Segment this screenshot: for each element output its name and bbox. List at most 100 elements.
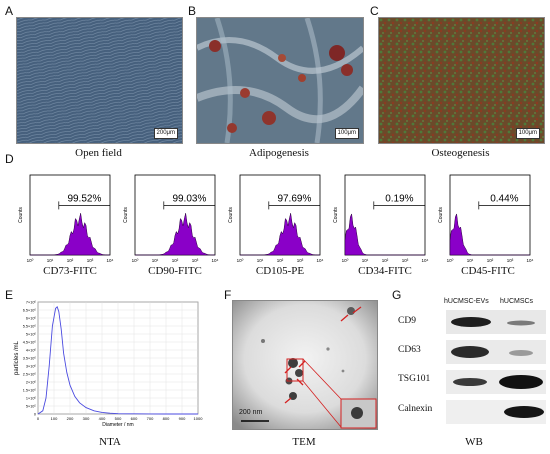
flow-percent-4: 0.44% bbox=[490, 193, 518, 204]
nta-ytick-14: 7×10⁶ bbox=[26, 301, 37, 305]
wb-bands bbox=[446, 310, 546, 424]
western-blot: hUCMSC-EVs hUCMSCs CD9 CD63 TSG101 Calne… bbox=[392, 292, 548, 432]
flow-xtick-0-2: 10² bbox=[67, 258, 74, 263]
flow-percent-2: 97.69% bbox=[277, 193, 311, 204]
panel-label-e: E bbox=[5, 288, 14, 302]
nta-ytick-5: 2.5×10⁶ bbox=[23, 373, 37, 377]
caption-osteogenesis: Osteogenesis bbox=[431, 147, 490, 159]
flow-histogram-4 bbox=[449, 213, 530, 256]
flow-ylabel-4: Counts bbox=[438, 207, 444, 223]
flow-ylabel-1: Counts bbox=[123, 207, 129, 223]
nta-chart: 0 100 200 300 400 500 600 700 800 900 1000 0 5×10⁵ 1×… bbox=[10, 296, 205, 432]
nta-ytick-7: 3.5×10⁶ bbox=[23, 357, 37, 361]
flow-xtick-1-3: 10³ bbox=[192, 258, 199, 263]
flow-axes-3 bbox=[344, 174, 426, 256]
nta-ytick-6: 3×10⁶ bbox=[26, 365, 37, 369]
flow-xtick-3-0: 10⁰ bbox=[342, 258, 349, 263]
flow-xtick-4-2: 10² bbox=[487, 258, 494, 263]
scale-bar-c: 100μm bbox=[515, 128, 540, 139]
nta-xlabel: Diameter / nm bbox=[102, 422, 133, 428]
panel-label-f: F bbox=[224, 288, 232, 302]
flow-marker-3: CD34-FITC bbox=[358, 265, 412, 277]
nta-ytick-3: 1.5×10⁶ bbox=[23, 389, 37, 393]
nta-ytick-0: 0 bbox=[34, 413, 36, 417]
flow-xtick-0-3: 10³ bbox=[87, 258, 94, 263]
nta-ytick-1: 5×10⁵ bbox=[26, 405, 37, 409]
flow-histogram-3 bbox=[344, 213, 425, 256]
panel-label-g: G bbox=[392, 288, 402, 302]
wb-row-cd9: CD9 bbox=[398, 316, 416, 326]
panel-label-b: B bbox=[188, 4, 197, 18]
nta-xtick-8: 800 bbox=[163, 416, 170, 421]
nta-ytick-13: 6.5×10⁶ bbox=[23, 309, 37, 313]
caption-wb: WB bbox=[465, 436, 483, 448]
nta-ytick-2: 1×10⁶ bbox=[26, 397, 37, 401]
nta-ylabel: particles /mL bbox=[14, 340, 20, 375]
nta-xtick-7: 700 bbox=[147, 416, 154, 421]
tem-scale-label: 200 nm bbox=[239, 409, 263, 416]
caption-adipogenesis: Adipogenesis bbox=[249, 147, 309, 159]
flow-xtick-3-2: 10² bbox=[382, 258, 389, 263]
panel-label-d: D bbox=[5, 152, 14, 166]
flow-xtick-2-3: 10³ bbox=[297, 258, 304, 263]
flow-ylabel-2: Counts bbox=[228, 207, 234, 223]
tem-micrograph: 200 nm bbox=[232, 300, 378, 430]
flow-xtick-2-4: 10⁴ bbox=[317, 258, 324, 263]
nta-xtick-2: 200 bbox=[67, 416, 74, 421]
flow-percent-1: 99.03% bbox=[172, 193, 206, 204]
wb-row-tsg101: TSG101 bbox=[398, 374, 431, 384]
flow-percent-3: 0.19% bbox=[385, 193, 413, 204]
nta-xtick-3: 300 bbox=[83, 416, 90, 421]
flow-marker-2: CD105-PE bbox=[255, 265, 305, 277]
flow-ylabel-0: Counts bbox=[18, 207, 24, 223]
wb-row-calnexin: Calnexin bbox=[398, 404, 433, 414]
flow-xtick-4-3: 10³ bbox=[507, 258, 514, 263]
nta-series-line bbox=[37, 305, 198, 415]
flow-xtick-3-3: 10³ bbox=[402, 258, 409, 263]
flow-xtick-3-4: 10⁴ bbox=[422, 258, 429, 263]
nta-xtick-6: 600 bbox=[131, 416, 138, 421]
flow-marker-0: CD73-FITC bbox=[43, 265, 97, 277]
caption-open-field: Open field bbox=[75, 147, 122, 159]
flow-xtick-4-0: 10⁰ bbox=[447, 258, 454, 263]
nta-xtick-9: 900 bbox=[179, 416, 186, 421]
wb-column-1: hUCMSCs bbox=[500, 298, 534, 305]
scale-bar-b: 100μm bbox=[334, 128, 359, 139]
flow-ylabel-3: Counts bbox=[333, 207, 339, 223]
flow-histogram-1 bbox=[135, 213, 216, 256]
nta-xtick-4: 400 bbox=[99, 416, 106, 421]
flow-marker-4: CD45-FITC bbox=[461, 265, 515, 277]
flow-marker-1: CD90-FITC bbox=[148, 265, 202, 277]
nta-ytick-12: 6×10⁶ bbox=[26, 317, 37, 321]
flow-axes-4 bbox=[449, 174, 531, 256]
nta-xtick-1: 100 bbox=[51, 416, 58, 421]
flow-percent-0: 99.52% bbox=[67, 193, 101, 204]
caption-nta: NTA bbox=[99, 436, 121, 448]
panel-label-c: C bbox=[370, 4, 379, 18]
flow-cytometry-row: Counts 10⁰ 10¹ 10² 10³ 10⁴ 99.52% Counts 10⁰ 10¹ 1… bbox=[14, 170, 544, 285]
nta-xtick-5: 500 bbox=[115, 416, 122, 421]
flow-xtick-4-4: 10⁴ bbox=[527, 258, 534, 263]
nta-ytick-11: 5.5×10⁶ bbox=[23, 325, 37, 329]
adipogenesis-micrograph: 100μm bbox=[196, 17, 364, 144]
nta-xtick-10: 1000 bbox=[194, 416, 204, 421]
nta-ytick-4: 2×10⁶ bbox=[26, 381, 37, 385]
flow-xtick-2-1: 10¹ bbox=[257, 258, 264, 263]
flow-xtick-1-0: 10⁰ bbox=[132, 258, 139, 263]
open-field-micrograph: 200μm bbox=[16, 17, 183, 144]
flow-xtick-0-4: 10⁴ bbox=[107, 258, 114, 263]
wb-row-cd63: CD63 bbox=[398, 345, 421, 355]
flow-xtick-1-4: 10⁴ bbox=[212, 258, 219, 263]
nta-ytick-10: 5×10⁶ bbox=[26, 333, 37, 337]
flow-xtick-0-0: 10⁰ bbox=[27, 258, 34, 263]
flow-xtick-2-2: 10² bbox=[277, 258, 284, 263]
caption-tem: TEM bbox=[292, 436, 316, 448]
wb-column-0: hUCMSC-EVs bbox=[444, 298, 489, 305]
osteogenesis-micrograph: 100μm bbox=[378, 17, 545, 144]
nta-ytick-9: 4.5×10⁶ bbox=[23, 341, 37, 345]
panel-label-a: A bbox=[5, 4, 14, 18]
flow-xtick-4-1: 10¹ bbox=[467, 258, 474, 263]
flow-histogram-2 bbox=[240, 213, 321, 256]
nta-xtick-0: 0 bbox=[37, 416, 40, 421]
flow-xtick-2-0: 10⁰ bbox=[237, 258, 244, 263]
